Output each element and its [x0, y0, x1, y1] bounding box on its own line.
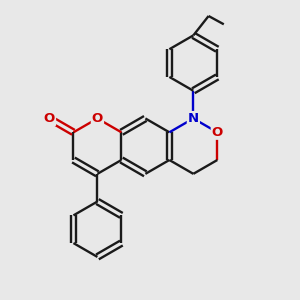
Text: O: O: [212, 126, 223, 139]
Text: N: N: [188, 112, 199, 125]
Text: O: O: [44, 112, 55, 125]
Text: O: O: [92, 112, 103, 125]
